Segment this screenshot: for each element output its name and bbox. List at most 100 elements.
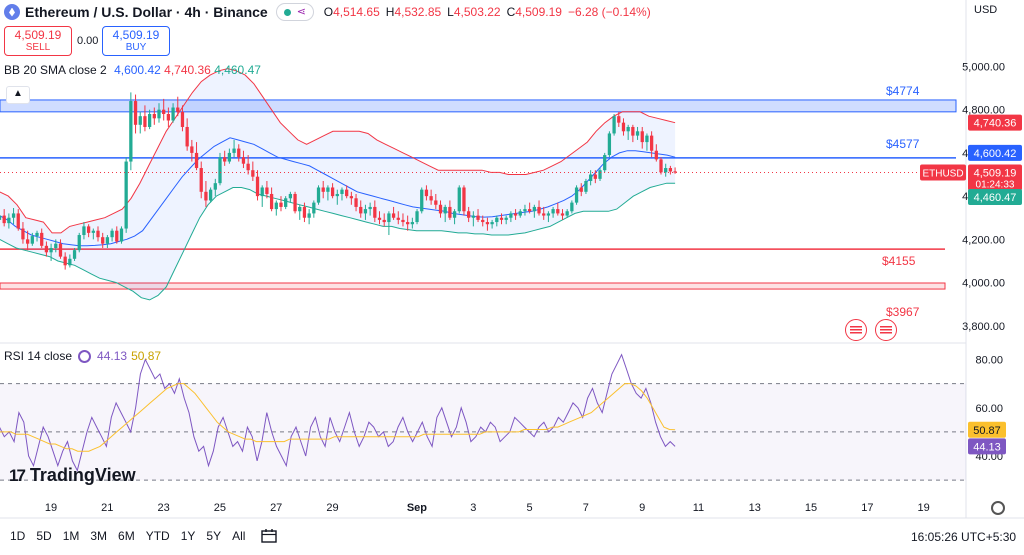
candle-body [223, 157, 227, 162]
candle-body [368, 206, 372, 210]
economic-event-flag-icon[interactable] [875, 319, 897, 341]
candle-body [312, 202, 316, 214]
time-axis-label: 9 [639, 502, 645, 514]
bollinger-legend[interactable]: BB 20 SMA close 2 4,600.42 4,740.36 4,46… [4, 63, 261, 77]
candle-body [162, 109, 166, 115]
candle-body [166, 114, 171, 121]
candle-body [40, 232, 44, 246]
rsi-value: 44.13 [97, 349, 128, 363]
candle-body [387, 213, 391, 223]
candle-body [471, 215, 475, 218]
timeframe-ytd[interactable]: YTD [145, 529, 170, 543]
level-label: $4577 [886, 137, 920, 151]
candle-body [208, 189, 213, 201]
level-label: $4774 [886, 84, 920, 98]
currency-selector[interactable]: USD [974, 4, 998, 16]
candle-body [21, 228, 25, 240]
candle-body [499, 217, 504, 220]
candle-body [396, 217, 400, 220]
candle-body [49, 247, 53, 253]
candle-body [523, 209, 527, 212]
time-axis-label: 29 [326, 502, 338, 514]
timeframe-5y[interactable]: 5Y [206, 529, 222, 543]
candle-body [326, 187, 330, 192]
candle-body [574, 187, 579, 203]
candle-body [86, 226, 91, 233]
candle-body [584, 181, 588, 192]
candle-body [617, 116, 621, 123]
candle-body [124, 161, 128, 229]
candle-body [77, 235, 81, 251]
collapse-legend-button[interactable]: ▲ [6, 86, 30, 104]
rsi-ma-value: 50.87 [131, 349, 162, 363]
candle-body [513, 213, 518, 216]
candle-body [213, 183, 217, 190]
share-icon: ⋖ [296, 5, 306, 18]
rsi-ma-line [0, 383, 676, 452]
candle-body [410, 222, 414, 225]
candle-body [635, 131, 640, 136]
bollinger-basis-line [0, 137, 676, 247]
candle-body [143, 116, 147, 127]
candle-body [284, 198, 288, 207]
candle-body [560, 213, 565, 216]
price-change: −6.28 (−0.14%) [567, 5, 651, 19]
candle-body [129, 101, 133, 162]
candle-body [335, 193, 339, 197]
sell-price: 4,509.19 [14, 27, 62, 42]
rsi-legend[interactable]: RSI 14 close 44.13 50.87 [4, 349, 161, 363]
clock[interactable]: 16:05:26 UTC+5:30 [911, 530, 1017, 544]
candle-body [649, 135, 654, 151]
candle-body [565, 211, 569, 216]
candle-body [138, 116, 142, 125]
timeframe-1y[interactable]: 1Y [180, 529, 196, 543]
timeframe-3m[interactable]: 3M [90, 529, 108, 543]
candle-body [96, 230, 100, 238]
candle-body [63, 256, 67, 266]
time-axis-label: 3 [470, 502, 476, 514]
candle-body [16, 213, 20, 229]
gear-icon[interactable] [991, 501, 1005, 515]
candle-body [298, 206, 302, 212]
ohlc-low: L4,503.22 [447, 5, 501, 19]
candle-body [377, 217, 382, 220]
rsi-axis-label: 80.00 [975, 354, 1003, 366]
sell-button[interactable]: 4,509.19 SELL [4, 26, 72, 56]
candle-body [180, 111, 185, 127]
market-status-toggle[interactable]: ⋖ [275, 3, 314, 21]
buy-button[interactable]: 4,509.19 BUY [102, 26, 170, 56]
timeframe-6m[interactable]: 6M [118, 529, 135, 543]
price-axis-tag-label: 4,509.19 [974, 168, 1017, 180]
price-axis-tag-label: 4,740.36 [974, 118, 1017, 130]
market-open-dot-icon [283, 8, 291, 16]
candle-body [532, 206, 536, 212]
tradingview-logo: 17 TradingView [9, 465, 136, 486]
candle-body [424, 189, 429, 197]
support-resistance-zone [0, 282, 946, 290]
time-axis-label: 27 [270, 502, 282, 514]
symbol-title[interactable]: Ethereum / U.S. Dollar · 4h · Binance [25, 4, 268, 20]
level-label: $3967 [886, 305, 920, 319]
candle-body [485, 222, 490, 225]
candle-body [359, 206, 363, 214]
timeframe-bar: 1D 5D 1M 3M 6M YTD 1Y 5Y All [10, 529, 256, 543]
candle-body [640, 131, 644, 143]
candle-body [288, 193, 293, 199]
economic-event-flag-icon[interactable] [845, 319, 867, 341]
candle-body [607, 133, 612, 156]
candle-body [434, 200, 438, 205]
timeframe-1m[interactable]: 1M [62, 529, 80, 543]
candle-body [415, 211, 419, 223]
calendar-range-icon[interactable] [261, 528, 279, 544]
timeframe-1d[interactable]: 1D [10, 529, 26, 543]
sell-label: SELL [25, 41, 51, 53]
candle-body [621, 122, 626, 132]
time-axis-label: 11 [693, 502, 704, 514]
time-axis-label: 25 [214, 502, 226, 514]
timeframe-all[interactable]: All [232, 529, 246, 543]
timeframe-5d[interactable]: 5D [36, 529, 52, 543]
candle-body [11, 213, 16, 218]
rsi-name: RSI 14 close [4, 349, 73, 363]
candle-body [255, 176, 260, 197]
